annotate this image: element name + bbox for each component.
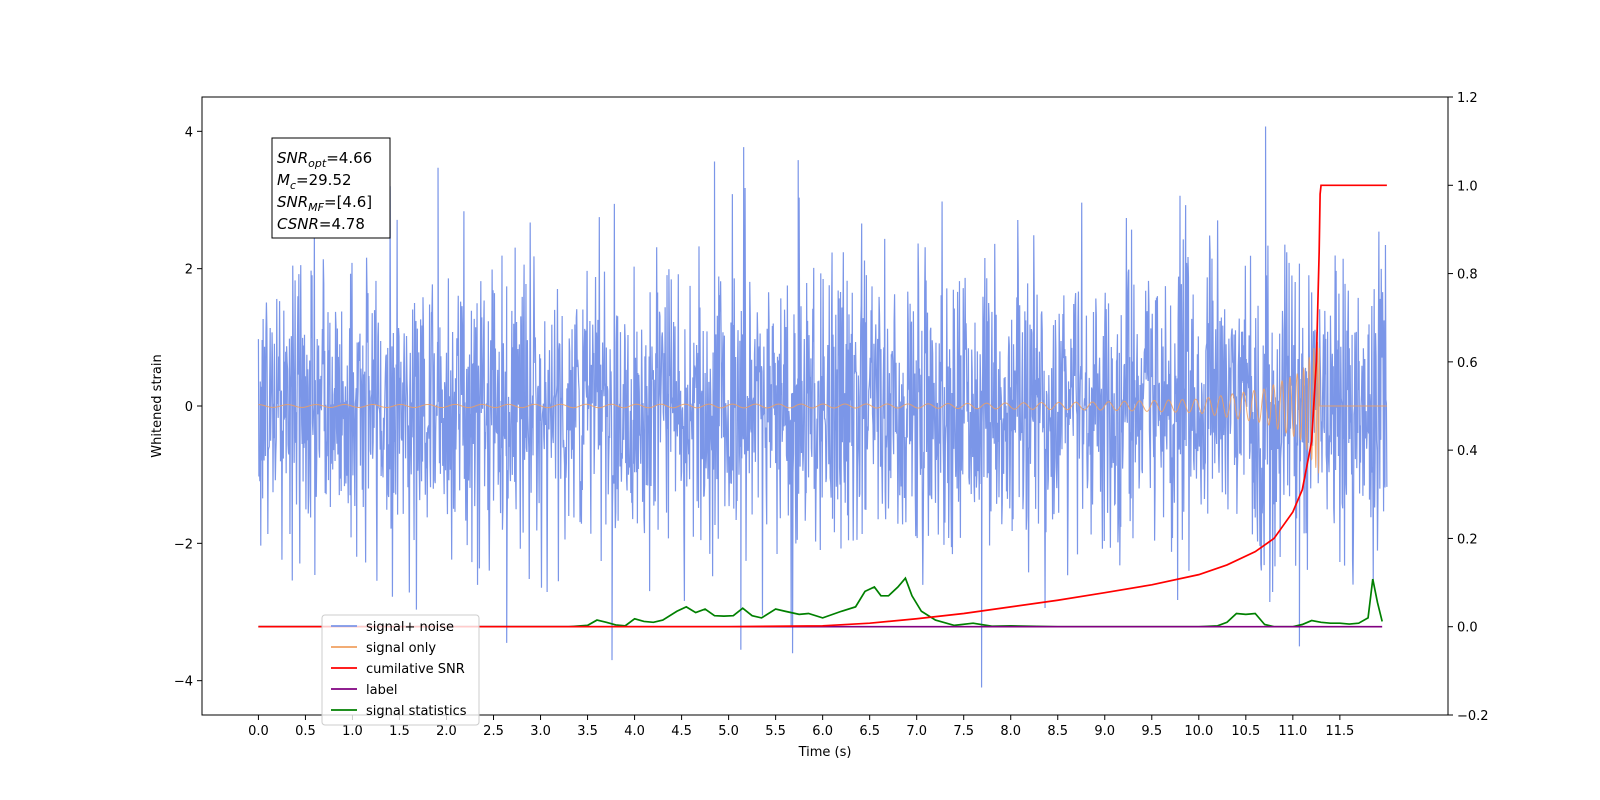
info-line: SNRMF=[4.6]: [277, 193, 372, 214]
y-tick-label: 2: [185, 263, 193, 278]
y-tick-label: 0: [185, 400, 193, 415]
series-signal-noise-line: [257, 126, 1388, 688]
x-tick-label: 5.0: [718, 724, 739, 739]
x-tick-label: 1.5: [389, 724, 410, 739]
legend-entry: signal+ noise: [366, 620, 454, 635]
x-tick-label: 5.5: [765, 724, 786, 739]
info-line: CSNR=4.78: [277, 215, 365, 233]
x-axis-label: Time (s): [798, 745, 852, 760]
x-tick-label: 6.5: [859, 724, 880, 739]
y2-tick-label: 0.4: [1457, 444, 1478, 459]
x-tick-label: 10.0: [1184, 724, 1213, 739]
x-tick-label: 8.0: [1000, 724, 1021, 739]
x-tick-label: 7.0: [906, 724, 927, 739]
x-tick-label: 6.0: [812, 724, 833, 739]
legend-entry: cumilative SNR: [366, 662, 465, 677]
x-tick-label: 2.0: [436, 724, 457, 739]
y2-tick-label: 1.0: [1457, 179, 1478, 194]
legend: signal+ noise signal only cumilative SNR la…: [321, 614, 480, 726]
legend-entry: signal only: [366, 641, 436, 656]
y-axis-left: 4 2 0 −2 −4: [174, 125, 202, 690]
y-tick-label: −4: [174, 675, 193, 690]
y2-tick-label: 0.8: [1457, 268, 1478, 283]
x-tick-label: 4.5: [671, 724, 692, 739]
x-tick-label: 3.0: [530, 724, 551, 739]
legend-frame: [321, 614, 480, 726]
x-tick-label: 3.5: [577, 724, 598, 739]
info-box-frame: [271, 137, 391, 239]
x-tick-label: 10.5: [1231, 724, 1260, 739]
y2-tick-label: 0.2: [1457, 532, 1478, 547]
legend-entry: label: [366, 683, 397, 698]
info-line: Mc=29.52: [277, 171, 352, 192]
y-axis-right: 1.2 1.0 0.8 0.6 0.4 0.2 0.0 −0.2: [1448, 91, 1489, 724]
x-tick-label: 2.5: [483, 724, 504, 739]
x-tick-label: 0.0: [248, 724, 269, 739]
legend-entry: signal statistics: [366, 704, 467, 719]
x-tick-label: 7.5: [953, 724, 974, 739]
x-tick-label: 1.0: [342, 724, 363, 739]
series-signal-only-line: [258, 341, 1387, 474]
x-tick-label: 4.0: [624, 724, 645, 739]
info-line: SNRopt=4.66: [277, 149, 372, 170]
y2-tick-label: 1.2: [1457, 91, 1478, 106]
x-axis: 0.0 0.5 1.0 1.5 2.0 2.5 3.0 3.5 4.0 4.5 5.0 5.5 6.0 6…: [248, 715, 1354, 739]
x-tick-label: 0.5: [295, 724, 316, 739]
y-tick-label: −2: [174, 537, 193, 552]
x-tick-label: 9.5: [1141, 724, 1162, 739]
y2-tick-label: −0.2: [1457, 709, 1489, 724]
x-tick-label: 8.5: [1047, 724, 1068, 739]
y2-tick-label: 0.0: [1457, 621, 1478, 636]
y-axis-label: Whitened strain: [150, 354, 165, 457]
x-tick-label: 11.0: [1278, 724, 1307, 739]
x-tick-label: 11.5: [1325, 724, 1354, 739]
y-tick-label: 4: [185, 125, 193, 140]
series-cumulative-snr-line: [258, 184, 1387, 628]
x-tick-label: 9.0: [1094, 724, 1115, 739]
y2-tick-label: 0.6: [1457, 356, 1478, 371]
